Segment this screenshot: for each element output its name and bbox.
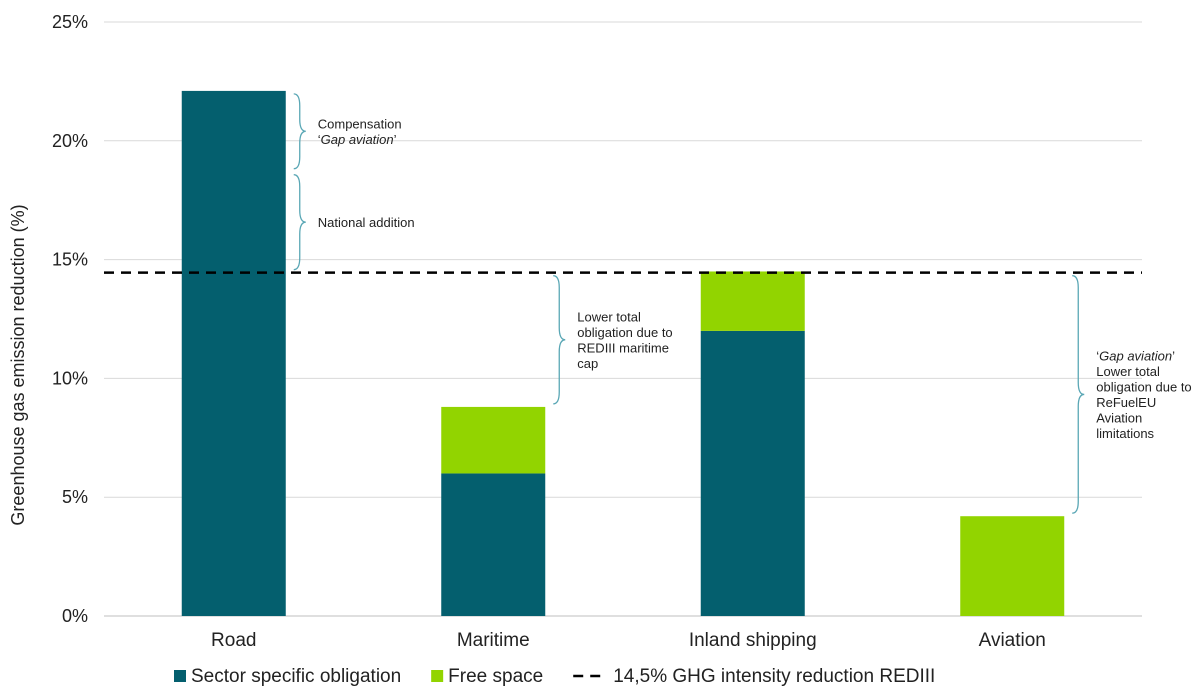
curly-brace <box>553 275 566 405</box>
legend-label: Sector specific obligation <box>191 666 401 687</box>
y-tick-label: 0% <box>62 606 88 626</box>
bars <box>181 90 1065 617</box>
annotation-text: ‘Gap aviation’ Lower total obligation due … <box>1096 349 1191 442</box>
y-tick-label: 25% <box>52 12 88 32</box>
y-tick-label: 5% <box>62 487 88 507</box>
bar-free-space-inland-shipping <box>700 271 805 331</box>
bar-sector-specific-obligation-maritime <box>441 473 546 616</box>
y-axis-label: Greenhouse gas emission reduction (%) <box>8 204 28 525</box>
legend-swatch-free-space <box>431 670 444 682</box>
annotation-text: National addition <box>318 215 415 230</box>
curly-brace <box>293 174 306 271</box>
annotations: Compensation ‘Gap aviation’ National addit… <box>293 93 1192 514</box>
x-tick-label: Aviation <box>979 630 1046 651</box>
axes: 0% 5% 10% 15% 20% 25% Road Maritime Inland shipp… <box>52 12 1046 651</box>
bar-free-space-maritime <box>441 406 546 474</box>
legend-label: 14,5% GHG intensity reduction REDIII <box>613 666 935 687</box>
annotation-text: Compensation ‘Gap aviation’ <box>318 117 402 148</box>
bar-free-space-aviation <box>960 516 1065 616</box>
x-tick-label: Road <box>211 630 256 651</box>
curly-brace <box>293 93 306 170</box>
y-tick-label: 10% <box>52 368 88 388</box>
bar-sector-specific-obligation-inland-shipping <box>700 330 805 616</box>
legend: Sector specific obligation Free space 14,5… <box>174 666 935 687</box>
y-tick-label: 20% <box>52 131 88 151</box>
annotation-text: Lower total obligation due to REDIII marit… <box>577 310 672 372</box>
legend-label: Free space <box>448 666 543 687</box>
legend-swatch-sector-specific-obligation <box>174 670 186 682</box>
curly-brace <box>1072 275 1085 514</box>
x-tick-label: Maritime <box>457 630 530 651</box>
x-tick-label: Inland shipping <box>689 630 817 651</box>
bar-sector-specific-obligation-road <box>181 90 286 617</box>
y-tick-label: 15% <box>52 250 88 270</box>
